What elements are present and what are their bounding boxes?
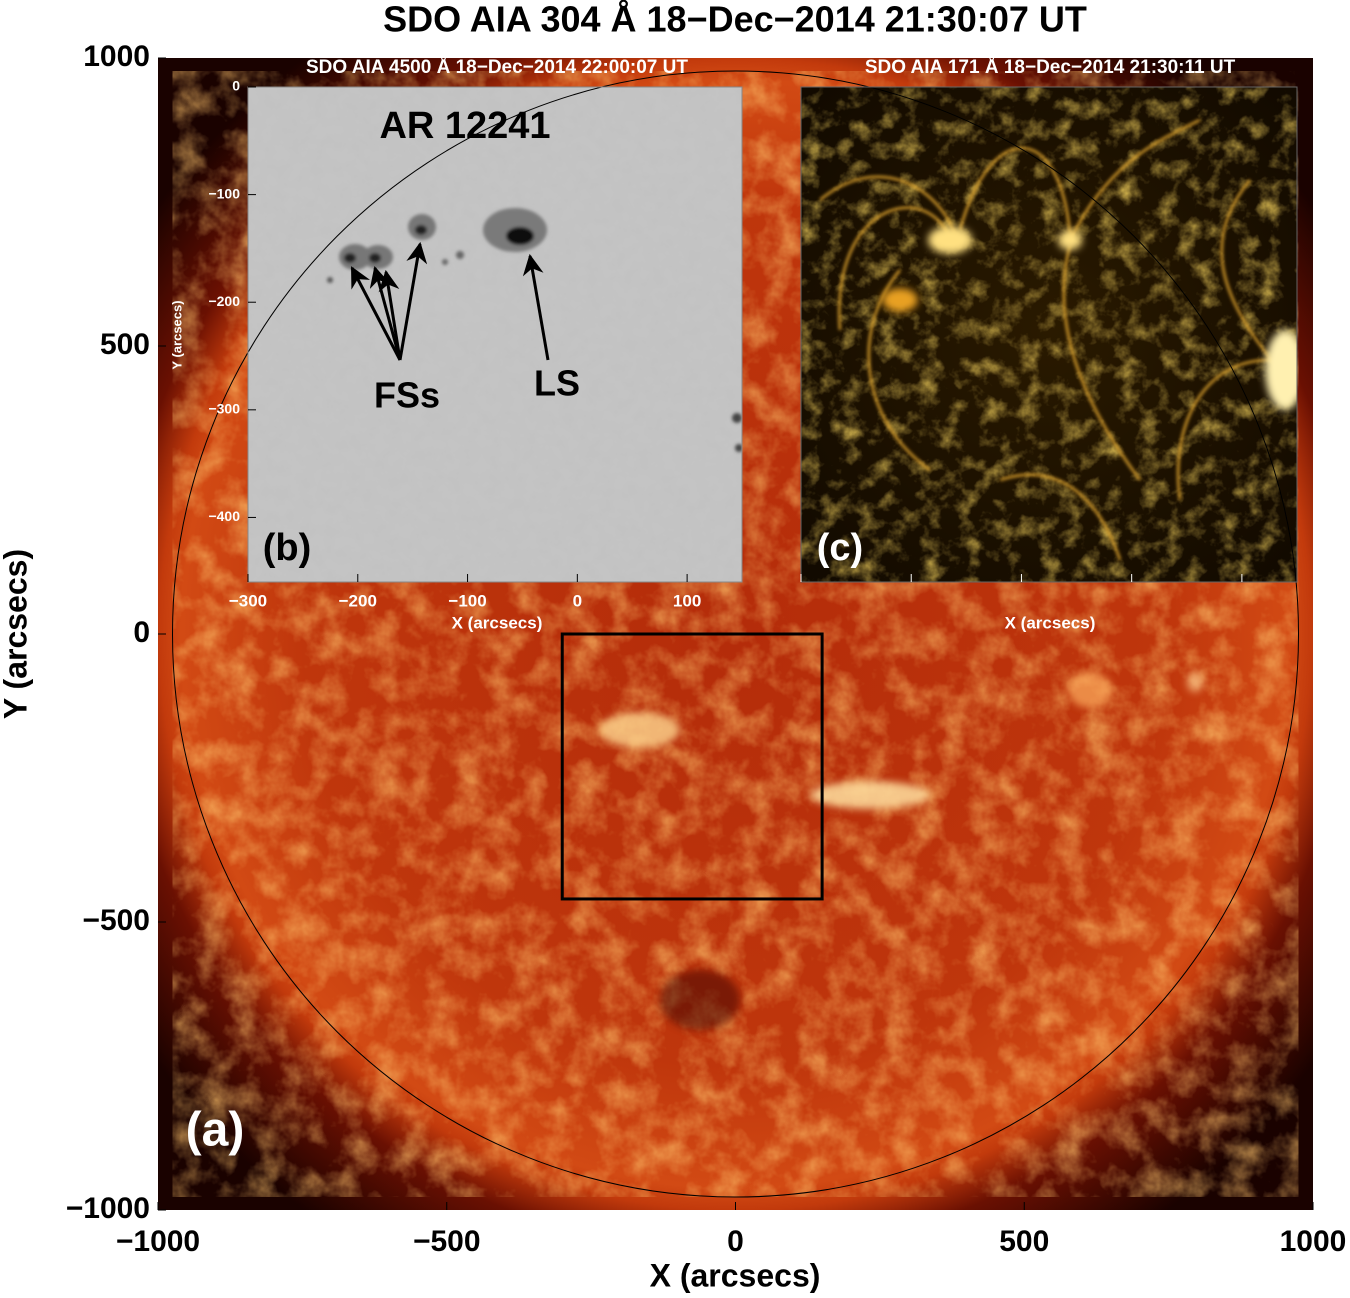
x-tick-label: 100 [1228,0,1256,8]
active-regions [600,672,1203,1030]
x-tick-label: 1000 [1280,1225,1347,1258]
bright-core [928,226,972,254]
x-tick-label: −300 [782,0,820,8]
loop [1220,179,1282,371]
panel-label: (b) [263,527,312,569]
y-tick-label: −300 [208,401,240,417]
y-tick-label: −200 [208,293,240,309]
loop [867,269,931,472]
y-tick-label: −500 [82,904,150,937]
x-tick-label: −100 [448,591,486,610]
y-axis-label: Y (arcsecs) [0,549,33,719]
x-tick-label: 0 [727,1225,744,1258]
x-tick-label: 0 [573,591,582,610]
bright-core [1058,230,1082,250]
bright-region [1068,672,1112,708]
x-tick-label: 500 [999,1225,1049,1258]
zoom-box [560,632,824,901]
dark-region [660,970,740,1030]
x-axis-label: X (arcsecs) [452,613,543,632]
solar-limb [172,70,1299,1198]
bright-cores [882,226,1297,410]
arrow [378,269,402,361]
x-axis-label: X (arcsecs) [1005,613,1096,632]
pore [327,277,333,283]
panel-title: SDO AIA 304 Å 18−Dec−2014 21:30:07 UT [383,0,1087,40]
x-tick-label: −1000 [116,1225,200,1258]
pore [442,259,448,265]
granulation [248,87,742,582]
frame [800,86,1298,583]
loop [958,146,1072,236]
annotation: LS [534,363,580,404]
loop [1068,118,1201,241]
arrow [350,266,402,361]
pore [456,251,464,259]
loop [819,175,957,236]
pore [732,413,742,423]
x-tick-label: −500 [413,1225,481,1258]
bright-core [1265,330,1297,410]
loop [999,473,1122,561]
annotation: FSs [374,375,440,416]
x-tick-label: −300 [229,591,267,610]
y-tick-label: −1000 [66,1192,150,1225]
arrow [522,253,550,361]
corona-texture [801,87,1297,582]
loop [1062,244,1142,481]
umbra [506,227,534,245]
pore [735,444,742,452]
bright-core [882,288,918,312]
x-tick-label: −200 [892,0,930,8]
aia171-loops [801,87,1297,582]
umbra [415,225,427,235]
panel-label: (a) [186,1104,245,1157]
arrow [398,241,428,361]
bright-region [810,781,930,809]
y-tick-label: 0 [232,78,240,94]
y-tick-label: 500 [100,328,150,361]
loop [1176,358,1271,501]
y-tick-label: 0 [133,616,150,649]
bright-region [600,712,680,748]
frame [247,86,743,583]
x-tick-label: −200 [339,591,377,610]
arrows [350,241,550,361]
sunspots [327,208,742,452]
x-axis-label: X (arcsecs) [650,1257,821,1293]
panel-label: (c) [817,527,863,569]
x-tick-label: 0 [1127,0,1136,8]
annotation: AR 12241 [379,105,550,147]
umbra [344,253,356,263]
y-axis-label: Y (arcsecs) [169,300,184,369]
umbra [369,253,381,263]
x-tick-label: 100 [673,591,701,610]
y-tick-label: −100 [208,185,240,201]
loop [837,206,952,331]
panel-title: SDO AIA 171 Å 18−Dec−2014 21:30:11 UT [865,57,1236,78]
y-tick-label: 1000 [83,40,150,73]
bright-region [1187,672,1203,692]
y-tick-label: −400 [208,508,240,524]
coronal-loops [819,118,1282,561]
panel-title: SDO AIA 4500 Å 18−Dec−2014 22:00:07 UT [306,57,688,78]
hmi-texture [248,87,742,582]
x-tick-label: −100 [1002,0,1040,8]
